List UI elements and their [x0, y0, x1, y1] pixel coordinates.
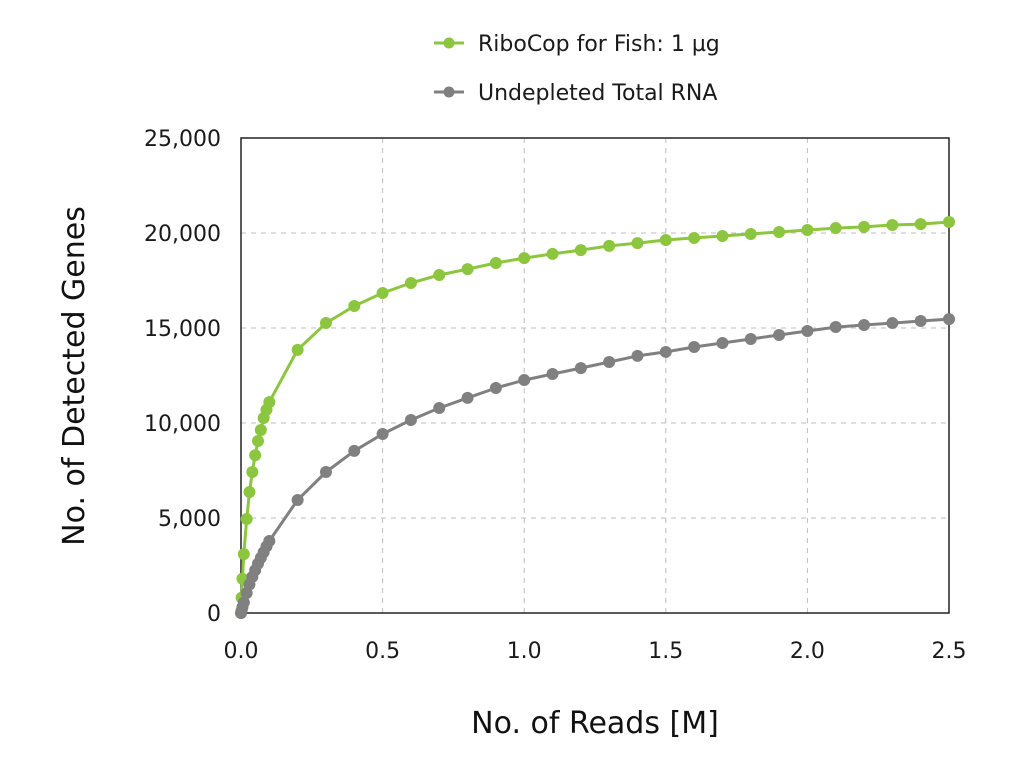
x-tick-label: 0.5 — [365, 639, 400, 664]
data-point — [263, 396, 276, 409]
legend-item-ribocop: RiboCop for Fish: 1 µg — [434, 32, 720, 57]
data-point — [461, 391, 474, 404]
data-point — [518, 374, 531, 387]
data-point — [858, 318, 871, 331]
data-point — [319, 317, 332, 330]
data-point — [237, 548, 250, 561]
data-point — [773, 329, 786, 342]
data-point — [631, 349, 644, 362]
data-point — [603, 239, 616, 252]
y-tick-label: 25,000 — [144, 127, 221, 152]
data-point — [461, 263, 474, 276]
data-point — [943, 313, 955, 326]
data-point — [319, 466, 332, 479]
series-0 — [235, 215, 955, 619]
data-point — [404, 413, 417, 426]
data-point — [263, 534, 276, 547]
data-point — [546, 367, 559, 380]
data-point — [744, 227, 757, 240]
grid — [241, 138, 949, 613]
data-point — [886, 219, 899, 232]
data-point — [243, 485, 256, 498]
plot-frame — [240, 137, 950, 614]
x-tick-labels: 0.0 0.5 1.0 1.5 2.0 2.5 — [224, 639, 967, 664]
data-point — [433, 268, 446, 281]
x-tick-label: 1.5 — [648, 639, 683, 664]
data-point — [688, 341, 701, 353]
data-point — [659, 234, 672, 247]
data-point — [603, 356, 616, 369]
data-point — [829, 321, 842, 334]
x-axis-label: No. of Reads [M] — [471, 706, 719, 741]
x-tick-label: 0.0 — [224, 639, 259, 664]
data-point — [291, 343, 304, 356]
data-point — [254, 424, 267, 437]
legend-label-undepleted: Undepleted Total RNA — [478, 81, 717, 106]
y-tick-labels: 0 5,000 10,000 15,000 20,000 25,000 — [144, 127, 221, 627]
data-point — [829, 222, 842, 235]
data-point — [404, 276, 417, 289]
data-point — [251, 435, 264, 448]
data-point — [773, 226, 786, 239]
data-point — [489, 257, 502, 270]
data-point — [291, 493, 304, 506]
x-tick-label: 2.0 — [790, 639, 825, 664]
legend-marker-undepleted — [443, 86, 455, 98]
legend-item-undepleted: Undepleted Total RNA — [434, 81, 717, 106]
data-point — [716, 230, 729, 243]
data-point — [716, 337, 729, 350]
data-point — [943, 215, 955, 228]
data-point — [433, 401, 446, 414]
data-point — [546, 247, 559, 260]
data-point — [801, 325, 814, 338]
data-point — [348, 299, 361, 312]
data-point — [518, 252, 531, 265]
data-point — [489, 382, 502, 395]
legend-label-ribocop: RiboCop for Fish: 1 µg — [478, 32, 720, 57]
series-group — [235, 215, 955, 619]
series-line — [239, 317, 950, 614]
data-point — [744, 333, 757, 346]
data-point — [886, 317, 899, 330]
data-point — [240, 512, 253, 525]
data-point — [246, 466, 259, 479]
y-axis-label: No. of Detected Genes — [57, 206, 92, 546]
data-point — [376, 287, 389, 300]
data-point — [574, 244, 587, 257]
data-point — [348, 444, 361, 457]
data-point — [574, 362, 587, 375]
data-point — [237, 596, 250, 609]
legend-marker-ribocop — [443, 37, 455, 49]
data-point — [249, 449, 262, 462]
series-1 — [235, 313, 955, 619]
data-point — [376, 428, 389, 441]
data-point — [914, 218, 927, 231]
data-point — [631, 237, 644, 250]
y-tick-label: 10,000 — [144, 412, 221, 437]
legend: RiboCop for Fish: 1 µg Undepleted Total … — [434, 32, 720, 106]
y-tick-label: 20,000 — [144, 222, 221, 247]
x-tick-label: 1.0 — [507, 639, 542, 664]
data-point — [914, 314, 927, 327]
data-point — [858, 220, 871, 233]
data-point — [659, 345, 672, 358]
x-tick-label: 2.5 — [932, 639, 967, 664]
data-point — [688, 231, 701, 244]
y-tick-label: 5,000 — [158, 507, 221, 532]
data-point — [801, 223, 814, 236]
y-tick-label: 15,000 — [144, 317, 221, 342]
series-line — [239, 220, 950, 614]
y-tick-label: 0 — [207, 602, 221, 627]
